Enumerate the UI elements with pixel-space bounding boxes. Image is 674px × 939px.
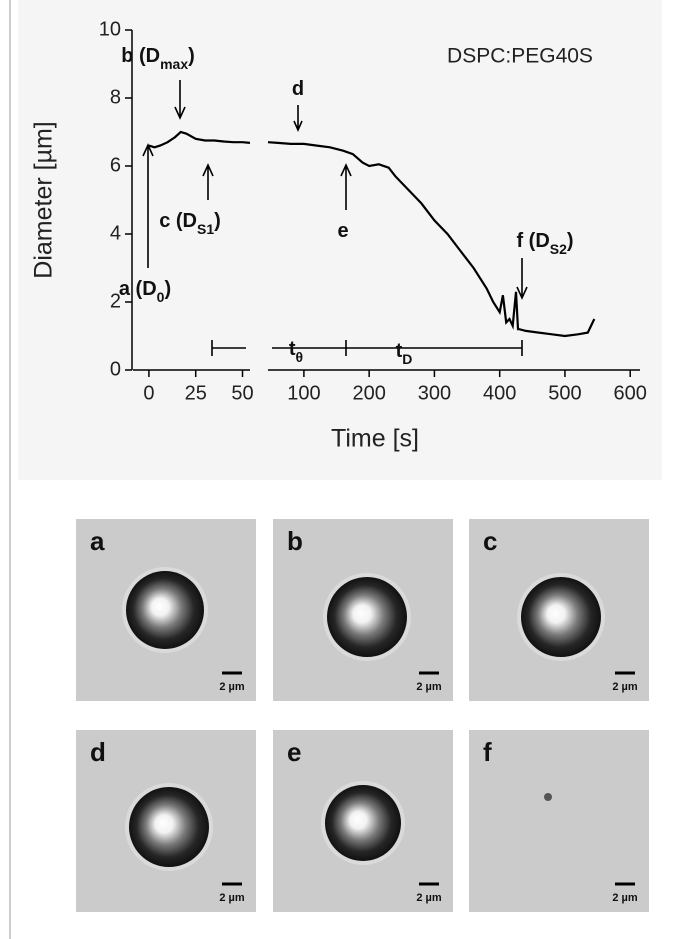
diameter-line (267, 141, 596, 338)
annotation: a (D0) (119, 278, 171, 304)
microbubble (325, 785, 401, 861)
annotation-sub: S1 (197, 221, 214, 237)
micrograph-bg (469, 730, 649, 912)
annotation-sub: S2 (550, 241, 567, 257)
y-tick-label: 6 (110, 154, 121, 176)
microbubble (126, 571, 204, 649)
annotation-text: c (D (159, 210, 197, 232)
micrograph: f 2 µm (469, 730, 649, 912)
panel-label: b (287, 526, 303, 556)
scale-label: 2 µm (416, 681, 442, 693)
chart-title: DSPC:PEG40S (447, 45, 593, 68)
x-tick-label: 200 (352, 382, 385, 404)
annotation-close: ) (567, 230, 574, 252)
x-tick-label: 600 (614, 382, 647, 404)
scale-label: 2 µm (219, 892, 245, 904)
y-axis-label: Diameter [µm] (30, 121, 58, 278)
microbubble (544, 793, 552, 801)
scale-label: 2 µm (612, 892, 638, 904)
annotation-close: ) (214, 210, 221, 232)
y-tick-label: 4 (110, 222, 121, 244)
microbubble (521, 577, 601, 657)
y-tick-label: 2 (110, 290, 121, 312)
annotation-sub: max (160, 56, 188, 72)
y-tick-label: 8 (110, 86, 121, 108)
annotation-sub: D (402, 351, 412, 367)
chart-bg (18, 0, 662, 480)
x-tick-label: 100 (287, 382, 320, 404)
annotation-close: ) (188, 45, 195, 67)
micrograph: a 2 µm (76, 519, 256, 701)
micrograph: e 2 µm (273, 730, 453, 912)
microbubble (327, 577, 407, 657)
x-tick-label: 50 (231, 382, 253, 404)
annotation-arrows (142, 80, 528, 356)
panel-label: c (483, 526, 497, 556)
panel-label: f (483, 737, 492, 767)
panel-label: d (90, 737, 106, 767)
annotation: tθ (289, 338, 303, 364)
x-tick-label: 400 (483, 382, 516, 404)
annotation-text: f (D (516, 230, 549, 252)
x-axis-label: Time [s] (331, 425, 419, 453)
y-tick-label: 10 (99, 18, 121, 40)
panel-label: e (287, 737, 301, 767)
annotation: tD (396, 340, 413, 366)
annotation-sub: 0 (157, 289, 165, 305)
microbubble (129, 787, 209, 867)
micrograph: b 2 µm (273, 519, 453, 701)
annotation-sub: θ (296, 349, 304, 365)
x-tick-label: 300 (418, 382, 451, 404)
scale-label: 2 µm (612, 681, 638, 693)
scale-label: 2 µm (219, 681, 245, 693)
x-tick-label: 0 (143, 382, 154, 404)
annotation: d (292, 78, 304, 100)
annotation-text: d (292, 78, 304, 100)
annotation: f (DS2) (516, 230, 573, 256)
diameter-line (148, 130, 251, 149)
y-tick-label: 0 (110, 358, 121, 380)
annotation: b (Dmax) (121, 45, 195, 71)
x-tick-label: 25 (185, 382, 207, 404)
annotation-text: a (D (119, 278, 157, 300)
x-tick-label: 500 (548, 382, 581, 404)
annotation-close: ) (164, 278, 171, 300)
micrograph: d 2 µm (76, 730, 256, 912)
micrograph: c 2 µm (469, 519, 649, 701)
annotation-text: t (396, 340, 403, 362)
scale-label: 2 µm (416, 892, 442, 904)
annotation-text: e (337, 220, 348, 242)
annotation-text: t (289, 338, 296, 360)
panel-label: a (90, 526, 105, 556)
annotation-text: b (D (121, 45, 160, 67)
annotation: c (DS1) (159, 210, 221, 236)
annotation: e (337, 220, 348, 242)
